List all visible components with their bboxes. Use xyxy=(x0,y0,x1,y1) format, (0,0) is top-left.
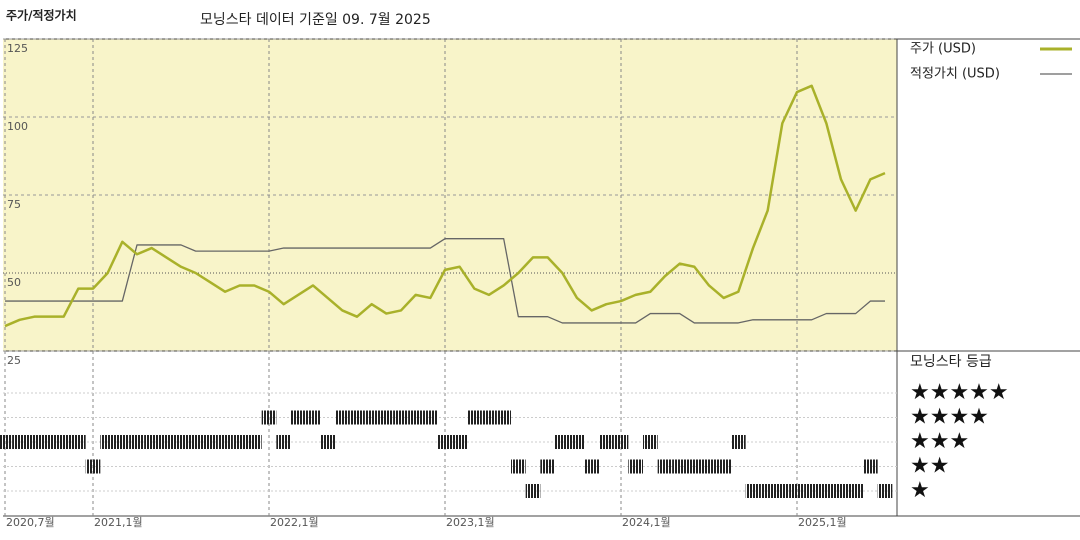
rating-bar xyxy=(819,484,834,498)
rating-bar xyxy=(261,410,277,425)
rating-bar xyxy=(173,435,189,449)
rating-bar xyxy=(408,410,423,425)
rating-bar xyxy=(71,435,86,449)
y-tick-label: 50 xyxy=(7,276,21,289)
rating-bar xyxy=(789,484,805,498)
rating-bar xyxy=(379,410,394,425)
rating-bar xyxy=(569,435,585,449)
chart-subtitle: 모닝스타 데이터 기준일 09. 7월 2025 xyxy=(200,12,431,28)
rating-bar xyxy=(525,484,541,498)
rating-bar xyxy=(291,410,306,425)
series-line xyxy=(4,84,886,328)
rating-bar xyxy=(613,435,629,449)
rating-bar xyxy=(584,459,599,474)
rating-bar xyxy=(452,435,467,449)
rating-label: ★★★★★ xyxy=(910,380,1009,405)
rating-bar xyxy=(496,410,511,425)
rating-bar xyxy=(467,410,482,425)
rating-bar xyxy=(540,459,555,474)
y-tick-label: 125 xyxy=(7,42,28,55)
rating-bar xyxy=(848,484,863,498)
y-tick-label: 25 xyxy=(7,354,21,367)
rating-bar xyxy=(305,410,321,425)
rating-bar xyxy=(100,435,115,449)
rating-bar xyxy=(657,459,673,474)
rating-bar xyxy=(863,459,878,474)
rating-bar xyxy=(701,459,717,474)
legend-label: 주가 (USD) xyxy=(910,42,976,57)
series-line xyxy=(5,238,885,324)
rating-bar xyxy=(511,459,526,474)
rating-bar xyxy=(833,484,849,498)
rating-bar xyxy=(27,435,42,449)
rating-bar xyxy=(56,435,71,449)
rating-bar xyxy=(687,459,702,474)
rating-bar xyxy=(775,484,790,498)
rating-bar xyxy=(276,435,291,449)
rating-bar xyxy=(628,459,643,474)
legend-label: 적정가치 (USD) xyxy=(910,67,1000,82)
rating-bar xyxy=(232,435,247,449)
x-tick-label: 2022,1월 xyxy=(270,516,319,529)
rating-label: ★ xyxy=(910,478,930,503)
x-tick-label: 2021,1월 xyxy=(94,516,143,529)
rating-bar xyxy=(555,435,570,449)
rating-bar xyxy=(203,435,218,449)
rating-bar xyxy=(364,410,379,425)
rating-bar xyxy=(85,459,101,474)
rating-bar xyxy=(349,410,365,425)
x-tick-label: 2020,7월 xyxy=(6,516,55,529)
rating-bar xyxy=(12,435,27,449)
rating-bar xyxy=(247,435,262,449)
rating-bar xyxy=(335,410,350,425)
rating-title: 모닝스타 등급 xyxy=(910,354,992,370)
rating-bar xyxy=(217,435,233,449)
x-tick-label: 2024,1월 xyxy=(622,516,671,529)
rating-bar xyxy=(188,435,203,449)
rating-bar xyxy=(144,435,159,449)
rating-bar xyxy=(804,484,819,498)
rating-bar xyxy=(0,435,13,449)
rating-bar xyxy=(481,410,497,425)
rating-bar xyxy=(437,435,453,449)
rating-bar xyxy=(672,459,687,474)
y-tick-label: 100 xyxy=(7,120,28,133)
rating-label: ★★ xyxy=(910,454,949,479)
x-tick-label: 2023,1월 xyxy=(446,516,495,529)
rating-bar xyxy=(716,459,731,474)
rating-bar xyxy=(760,484,775,498)
rating-bar xyxy=(731,435,746,449)
rating-bar xyxy=(41,435,57,449)
rating-bar xyxy=(423,410,438,425)
rating-bar xyxy=(115,435,130,449)
rating-bar xyxy=(320,435,335,449)
rating-bar xyxy=(877,484,893,498)
rating-bar xyxy=(159,435,174,449)
x-tick-label: 2025,1월 xyxy=(798,516,847,529)
rating-bar xyxy=(745,484,761,498)
rating-bar xyxy=(643,435,658,449)
rating-bar xyxy=(129,435,145,449)
rating-bar xyxy=(393,410,409,425)
y-tick-label: 75 xyxy=(7,198,21,211)
rating-label: ★★★★ xyxy=(910,405,989,430)
rating-bar xyxy=(599,435,614,449)
chart-title: 주가/적정가치 xyxy=(6,8,77,23)
rating-label: ★★★ xyxy=(910,429,969,454)
